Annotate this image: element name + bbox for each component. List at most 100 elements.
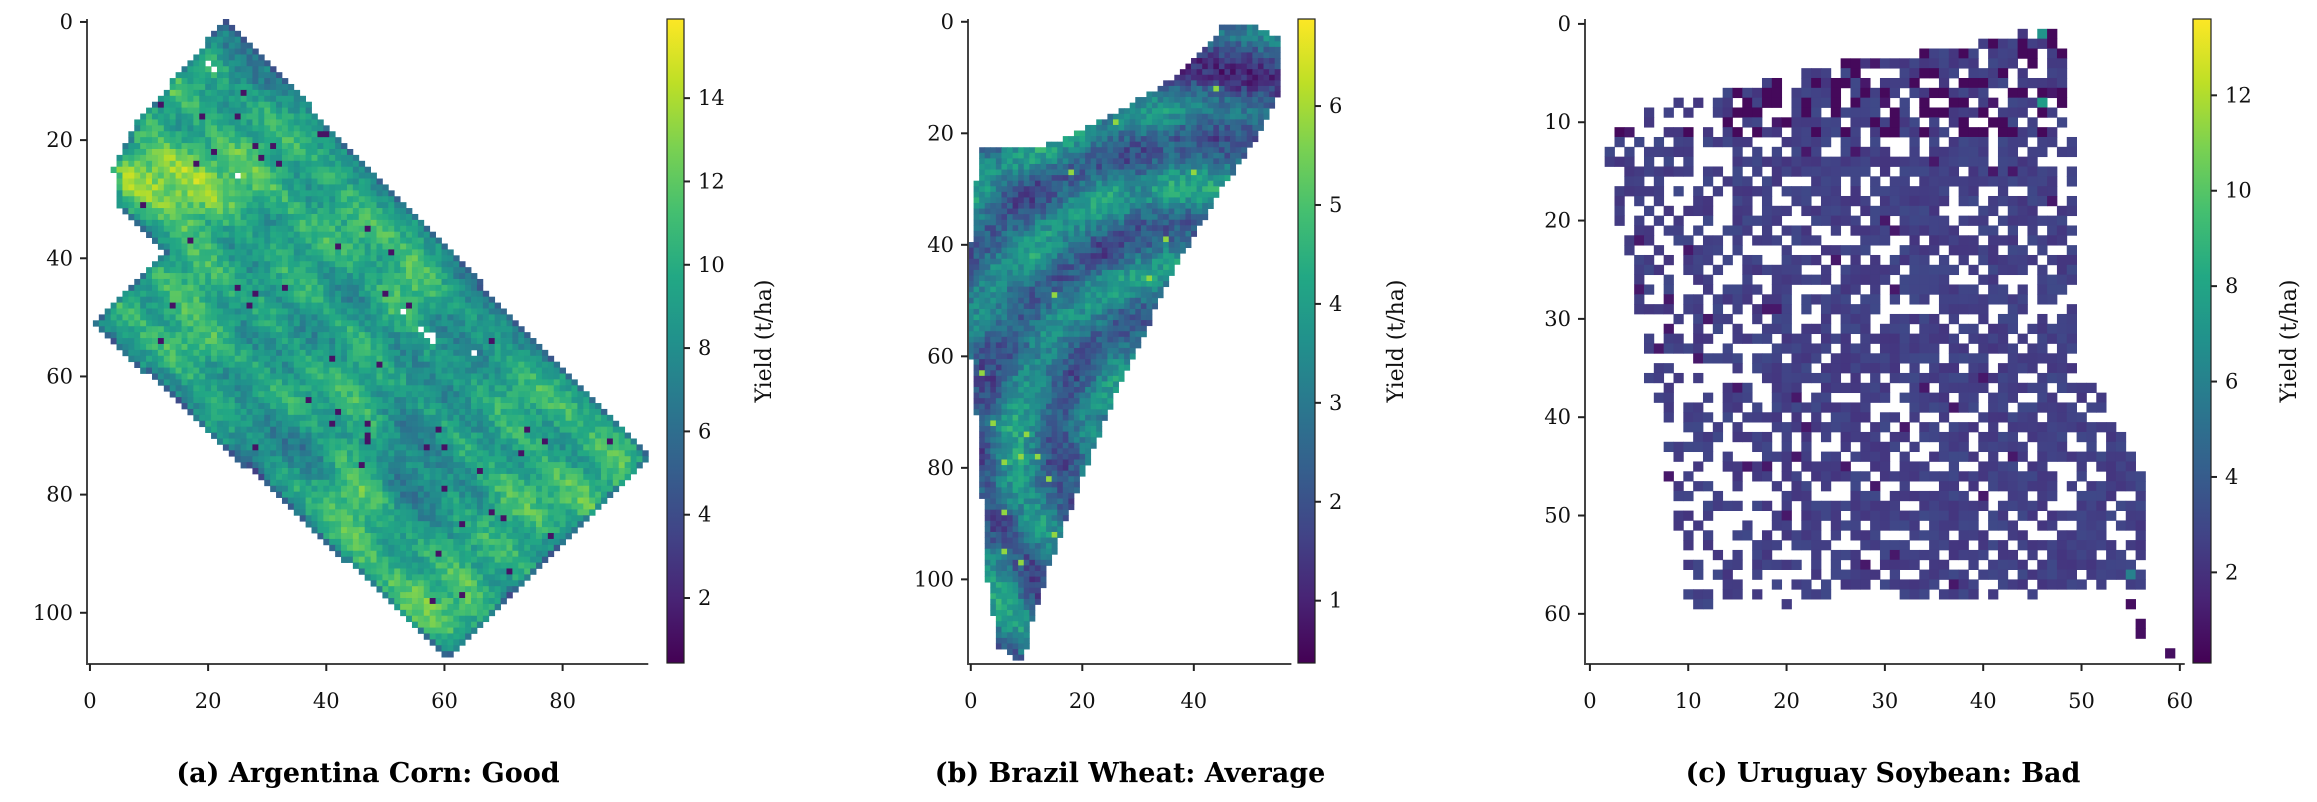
heatmap-cell (104, 308, 112, 315)
heatmap-cell (382, 503, 389, 510)
heatmap-cell (465, 473, 472, 481)
heatmap-cell (329, 166, 336, 174)
heatmap-cell (205, 208, 212, 215)
heatmap-cell (293, 479, 301, 487)
heatmap-cell (216, 326, 224, 333)
heatmap-cell (305, 160, 312, 168)
heatmap-cell (441, 408, 448, 416)
heatmap-cell (388, 231, 395, 239)
heatmap-cell (146, 131, 153, 138)
heatmap-cell (305, 473, 312, 481)
heatmap-cell (222, 314, 230, 321)
heatmap-cell (465, 379, 472, 386)
heatmap-cell (388, 408, 395, 416)
heatmap-cell (601, 438, 608, 445)
heatmap-cell (364, 503, 371, 510)
heatmap-cell (411, 408, 419, 416)
heatmap-cell (323, 184, 330, 191)
heatmap-cell (358, 397, 366, 404)
heatmap-cell (411, 385, 419, 392)
heatmap-cell (382, 450, 389, 457)
heatmap-cell (299, 444, 307, 451)
heatmap-cell (287, 255, 295, 262)
heatmap-cell (205, 36, 212, 44)
heatmap-cell (423, 592, 431, 599)
heatmap-cell (429, 515, 436, 522)
heatmap-cell (376, 408, 383, 416)
heatmap-cell (500, 326, 507, 333)
heatmap-cell (364, 343, 371, 351)
heatmap-cell (518, 462, 525, 469)
heatmap-cell (222, 131, 230, 138)
heatmap-cell (157, 113, 165, 120)
heatmap-cell (329, 361, 336, 368)
heatmap-cell (423, 349, 431, 357)
heatmap-cell (1174, 85, 1181, 92)
heatmap-cell (329, 462, 336, 469)
heatmap-cell (346, 231, 354, 239)
heatmap-cell (264, 432, 271, 439)
heatmap-cell (281, 426, 289, 433)
heatmap-cell (323, 414, 330, 422)
heatmap-cell (163, 213, 171, 221)
heatmap-cell (211, 48, 218, 55)
heatmap-cell (222, 30, 230, 38)
heatmap-cell (530, 521, 537, 528)
heatmap-cell (382, 314, 389, 321)
heatmap-cell (376, 231, 383, 239)
heatmap-cell (447, 308, 454, 315)
heatmap-cell (216, 355, 224, 363)
heatmap-cell (524, 497, 531, 504)
heatmap-cell (258, 420, 265, 428)
heatmap-cell (258, 373, 265, 380)
heatmap-cell (459, 527, 466, 534)
heatmap-cell (346, 414, 354, 422)
heatmap-cell (435, 338, 442, 345)
heatmap-cell (459, 432, 466, 439)
heatmap-cell (287, 473, 295, 481)
heatmap-cell (341, 473, 348, 481)
heatmap-cell (205, 119, 212, 126)
heatmap-cell (287, 267, 295, 274)
heatmap-cell (122, 178, 129, 185)
heatmap-cell (240, 190, 247, 197)
heatmap-cell (293, 308, 301, 315)
heatmap-cell (429, 320, 436, 327)
heatmap-cell (240, 414, 247, 422)
heatmap-cell (559, 527, 566, 534)
heatmap-cell (435, 308, 442, 315)
heatmap-cell (429, 397, 436, 404)
heatmap-cell (364, 432, 371, 439)
heatmap-cell (370, 296, 377, 303)
heatmap-cell (417, 314, 425, 321)
heatmap-cell (382, 574, 389, 581)
heatmap-cell (642, 456, 649, 463)
heatmap-cell (222, 249, 230, 256)
heatmap-cell (157, 125, 165, 132)
heatmap-cell (488, 361, 496, 368)
heatmap-cell (157, 148, 165, 156)
heatmap-cell (459, 533, 466, 540)
heatmap-cell (293, 89, 301, 97)
heatmap-cell (447, 450, 454, 457)
heatmap-cell (305, 456, 312, 463)
heatmap-cell (471, 414, 478, 422)
heatmap-cell (512, 420, 519, 428)
heatmap-cell (352, 503, 360, 510)
heatmap-cell (228, 290, 236, 298)
heatmap-cell (1218, 30, 1225, 37)
heatmap-cell (547, 403, 555, 410)
heatmap-cell (305, 438, 312, 445)
heatmap-cell (1263, 58, 1270, 65)
heatmap-cell (423, 544, 431, 552)
heatmap-cell (518, 544, 525, 552)
heatmap-cell (471, 562, 478, 569)
heatmap-cell (565, 509, 572, 516)
heatmap-cell (441, 556, 448, 563)
heatmap-cell (205, 349, 212, 357)
heatmap-cell (376, 462, 383, 469)
heatmap-cell (388, 468, 395, 475)
heatmap-cell (341, 190, 348, 197)
heatmap-cell (358, 473, 366, 481)
heatmap-cell (465, 397, 472, 404)
